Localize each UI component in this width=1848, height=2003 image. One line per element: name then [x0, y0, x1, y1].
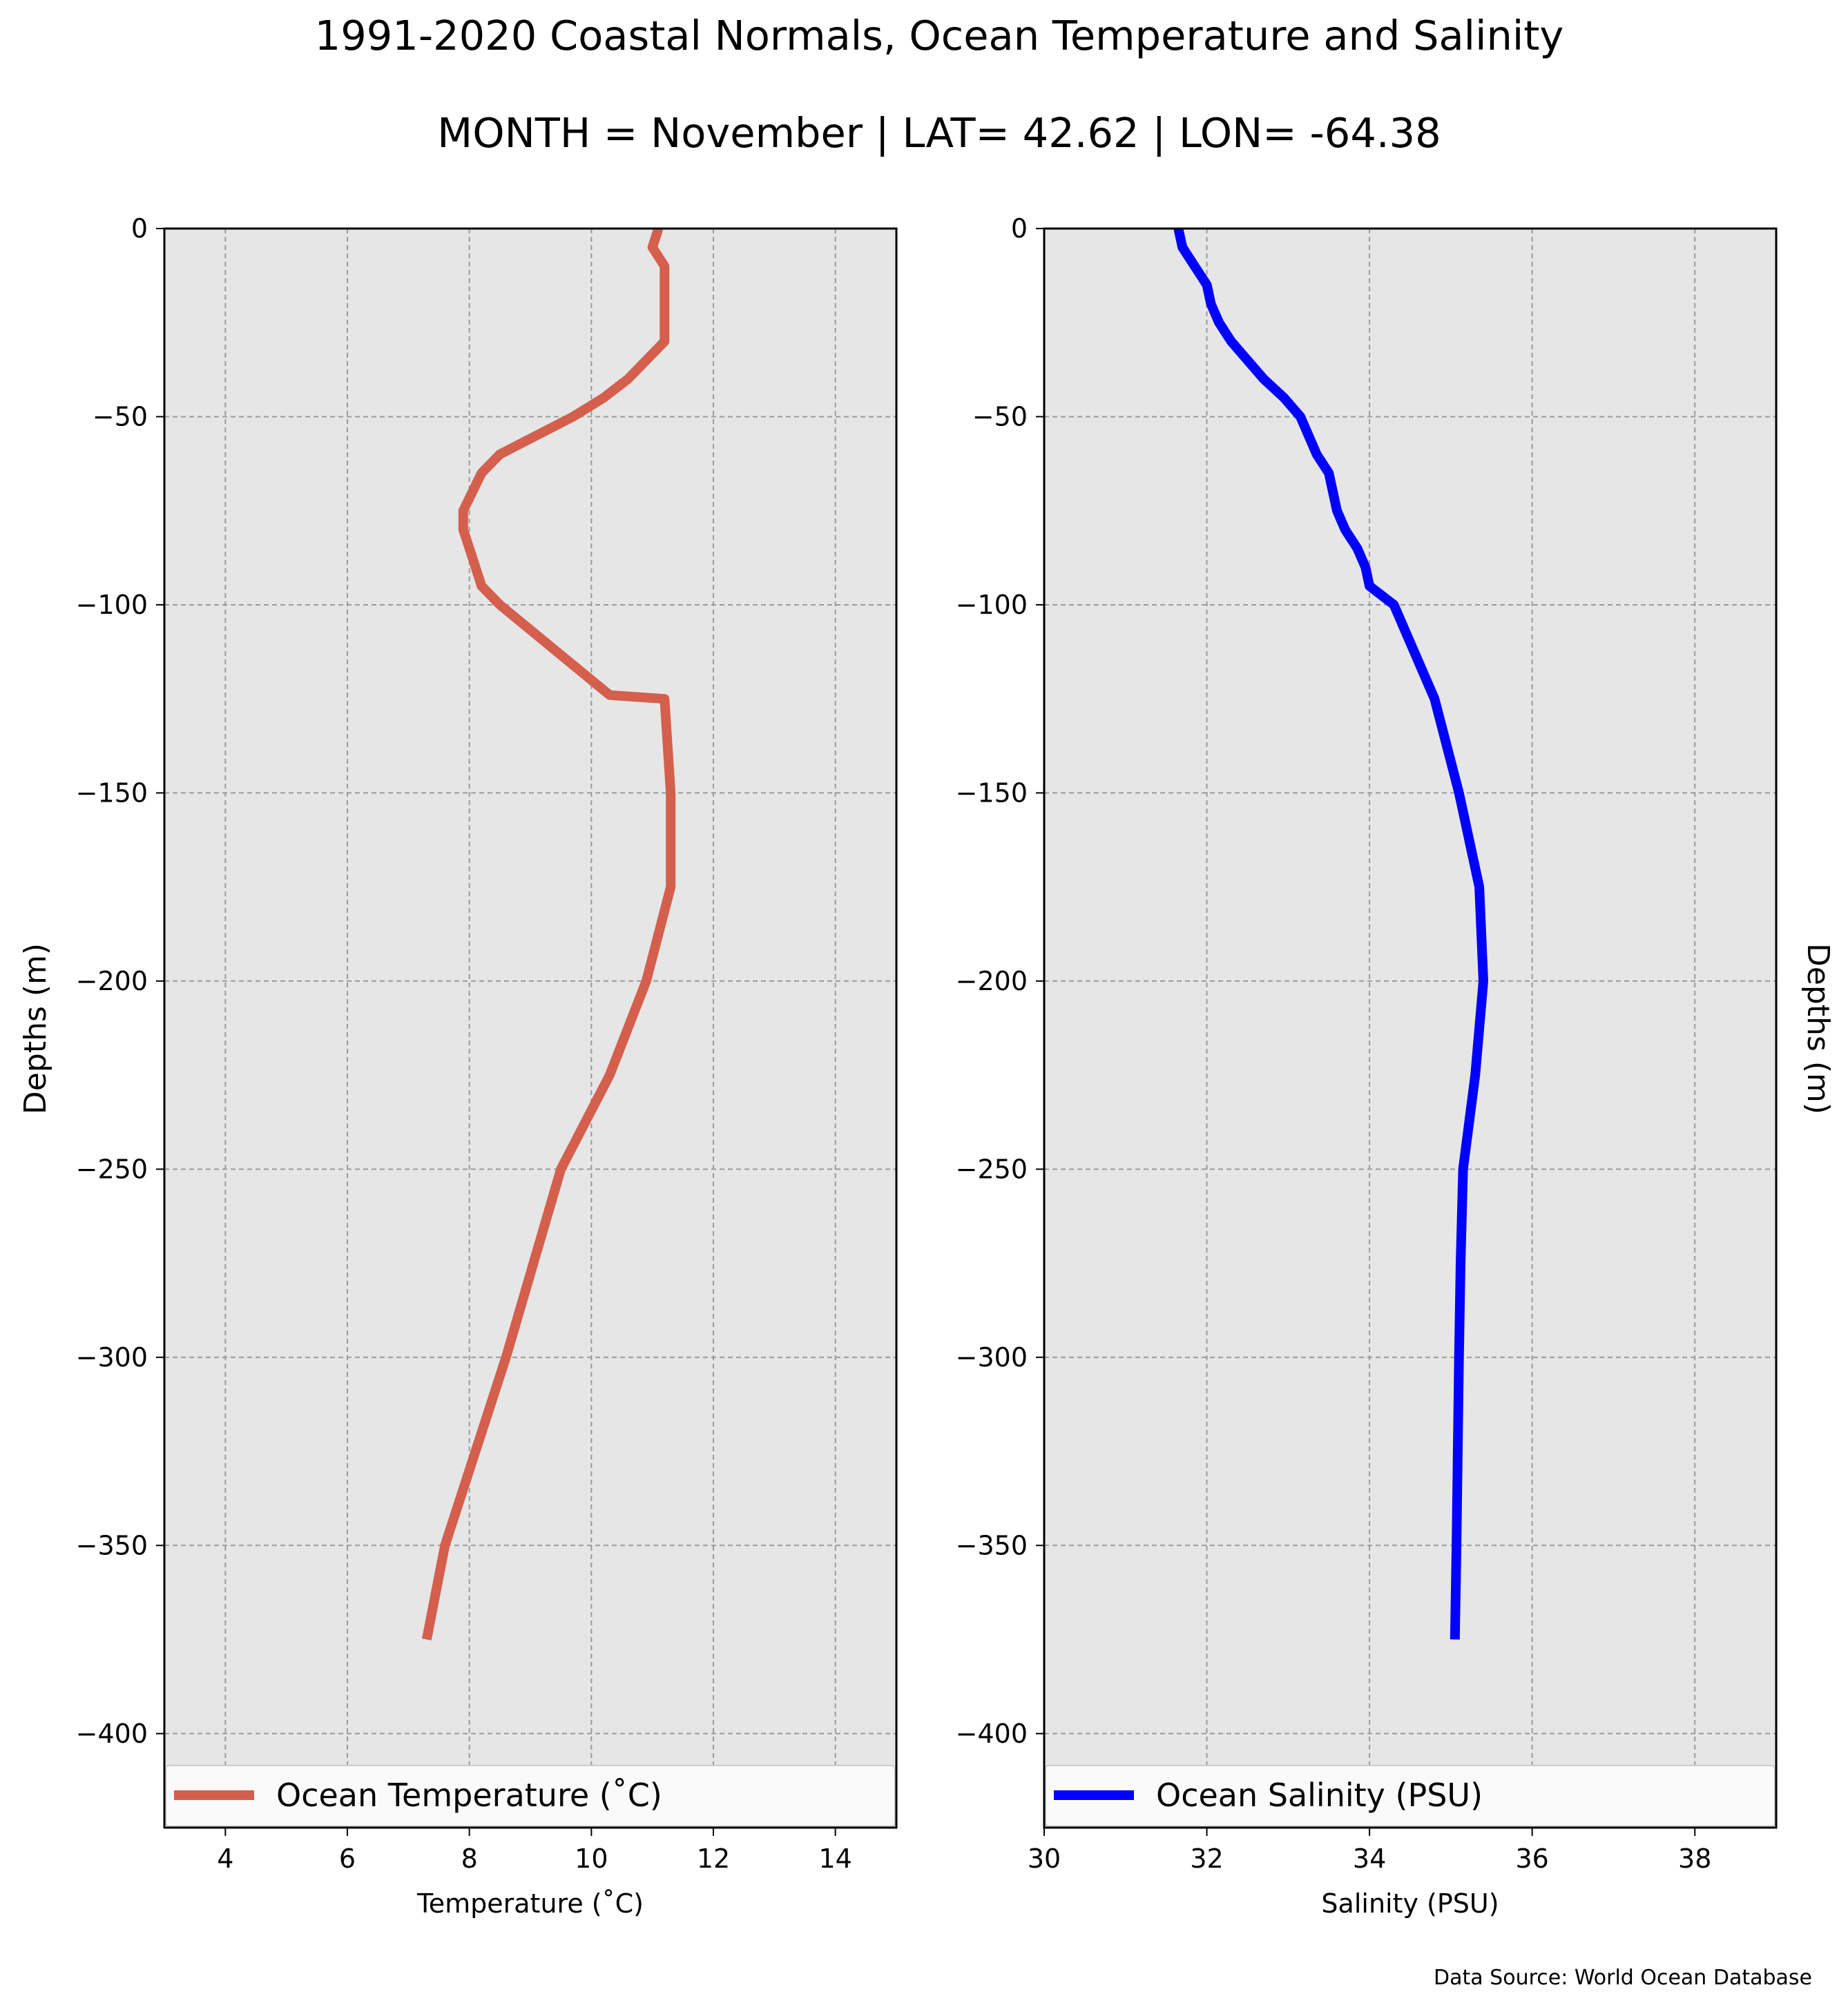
- temperature-x-axis-label: Temperature (˚C): [416, 1888, 644, 1919]
- temperature-y-axis-label: Depths (m): [18, 943, 53, 1114]
- salinity-legend: Ocean Salinity (PSU): [1045, 1765, 1775, 1827]
- salinity-x-tick-label-4: 38: [1678, 1844, 1711, 1874]
- salinity-y-tick-label-1: −50: [972, 401, 1028, 432]
- salinity-x-tick-label-3: 36: [1515, 1844, 1548, 1874]
- temperature-y-tick-label-6: −300: [76, 1342, 148, 1373]
- salinity-panel: Ocean Salinity (PSU) 30 32 34 36 38 0 −50 −100 −…: [956, 213, 1836, 1919]
- salinity-y-tick-label-0: 0: [1011, 213, 1028, 244]
- temperature-y-tick-label-8: −400: [76, 1719, 148, 1749]
- temperature-x-tick-label-5: 14: [818, 1844, 851, 1874]
- salinity-y-tick-label-5: −250: [956, 1154, 1028, 1184]
- temperature-legend: Ocean Temperature (˚C): [165, 1765, 896, 1827]
- salinity-y-tick-label-4: −200: [956, 966, 1028, 996]
- salinity-x-tick-label-0: 30: [1028, 1844, 1061, 1874]
- temperature-y-tick-label-3: −150: [76, 777, 148, 808]
- temperature-x-tick-label-2: 8: [461, 1844, 478, 1874]
- temperature-profile-line: [421, 226, 676, 1641]
- salinity-profile-line: [1173, 227, 1488, 1640]
- temperature-y-tick-label-7: −350: [76, 1530, 148, 1560]
- salinity-ticks: 30 32 34 36 38 0 −50 −100 −150 −200 −250 −300 −350 −4…: [956, 213, 1712, 1874]
- temperature-legend-box: [165, 1765, 896, 1827]
- data-source-note: Data Source: World Ocean Database: [1434, 1966, 1812, 1990]
- temperature-plot-area: [164, 229, 896, 1828]
- salinity-x-tick-label-2: 34: [1353, 1844, 1386, 1874]
- temperature-y-tick-label-2: −100: [76, 590, 148, 620]
- temperature-ticks: 4 6 8 10 12 14 0 −50 −100 −150 −200 −250 −300 −350 −40…: [76, 213, 852, 1874]
- temperature-y-tick-label-1: −50: [93, 401, 148, 432]
- salinity-plot-area: [1044, 229, 1776, 1828]
- salinity-x-tick-label-1: 32: [1190, 1844, 1223, 1874]
- salinity-y-tick-label-3: −150: [956, 777, 1028, 808]
- figure-title: 1991-2020 Coastal Normals, Ocean Tempera…: [315, 12, 1564, 59]
- temperature-legend-label: Ocean Temperature (˚C): [276, 1777, 662, 1814]
- salinity-y-tick-label-6: −300: [956, 1342, 1028, 1373]
- salinity-y-axis-label: Depths (m): [1800, 943, 1836, 1114]
- temperature-plot-frame: [163, 227, 898, 1829]
- salinity-plot-frame: [1043, 227, 1778, 1829]
- salinity-y-tick-label-2: −100: [956, 590, 1028, 620]
- temperature-y-tick-label-4: −200: [76, 966, 148, 996]
- temperature-x-tick-label-4: 12: [697, 1844, 730, 1874]
- salinity-legend-box: [1045, 1765, 1775, 1827]
- temperature-y-tick-label-5: −250: [76, 1154, 148, 1184]
- temperature-x-tick-label-0: 4: [217, 1844, 233, 1874]
- temperature-x-tick-label-3: 10: [575, 1844, 608, 1874]
- salinity-series: [1173, 227, 1488, 1640]
- temperature-y-tick-label-0: 0: [131, 213, 148, 244]
- temperature-series: [421, 226, 676, 1641]
- temperature-x-tick-label-1: 6: [339, 1844, 356, 1874]
- salinity-legend-label: Ocean Salinity (PSU): [1156, 1777, 1483, 1814]
- salinity-x-axis-label: Salinity (PSU): [1321, 1888, 1499, 1919]
- salinity-y-tick-label-8: −400: [956, 1719, 1028, 1749]
- salinity-y-tick-label-7: −350: [956, 1530, 1028, 1560]
- figure-subtitle: MONTH = November | LAT= 42.62 | LON= -64…: [437, 109, 1441, 157]
- temperature-panel: Ocean Temperature (˚C) 4 6 8 10 12 14 0 −50 −100…: [18, 213, 898, 1919]
